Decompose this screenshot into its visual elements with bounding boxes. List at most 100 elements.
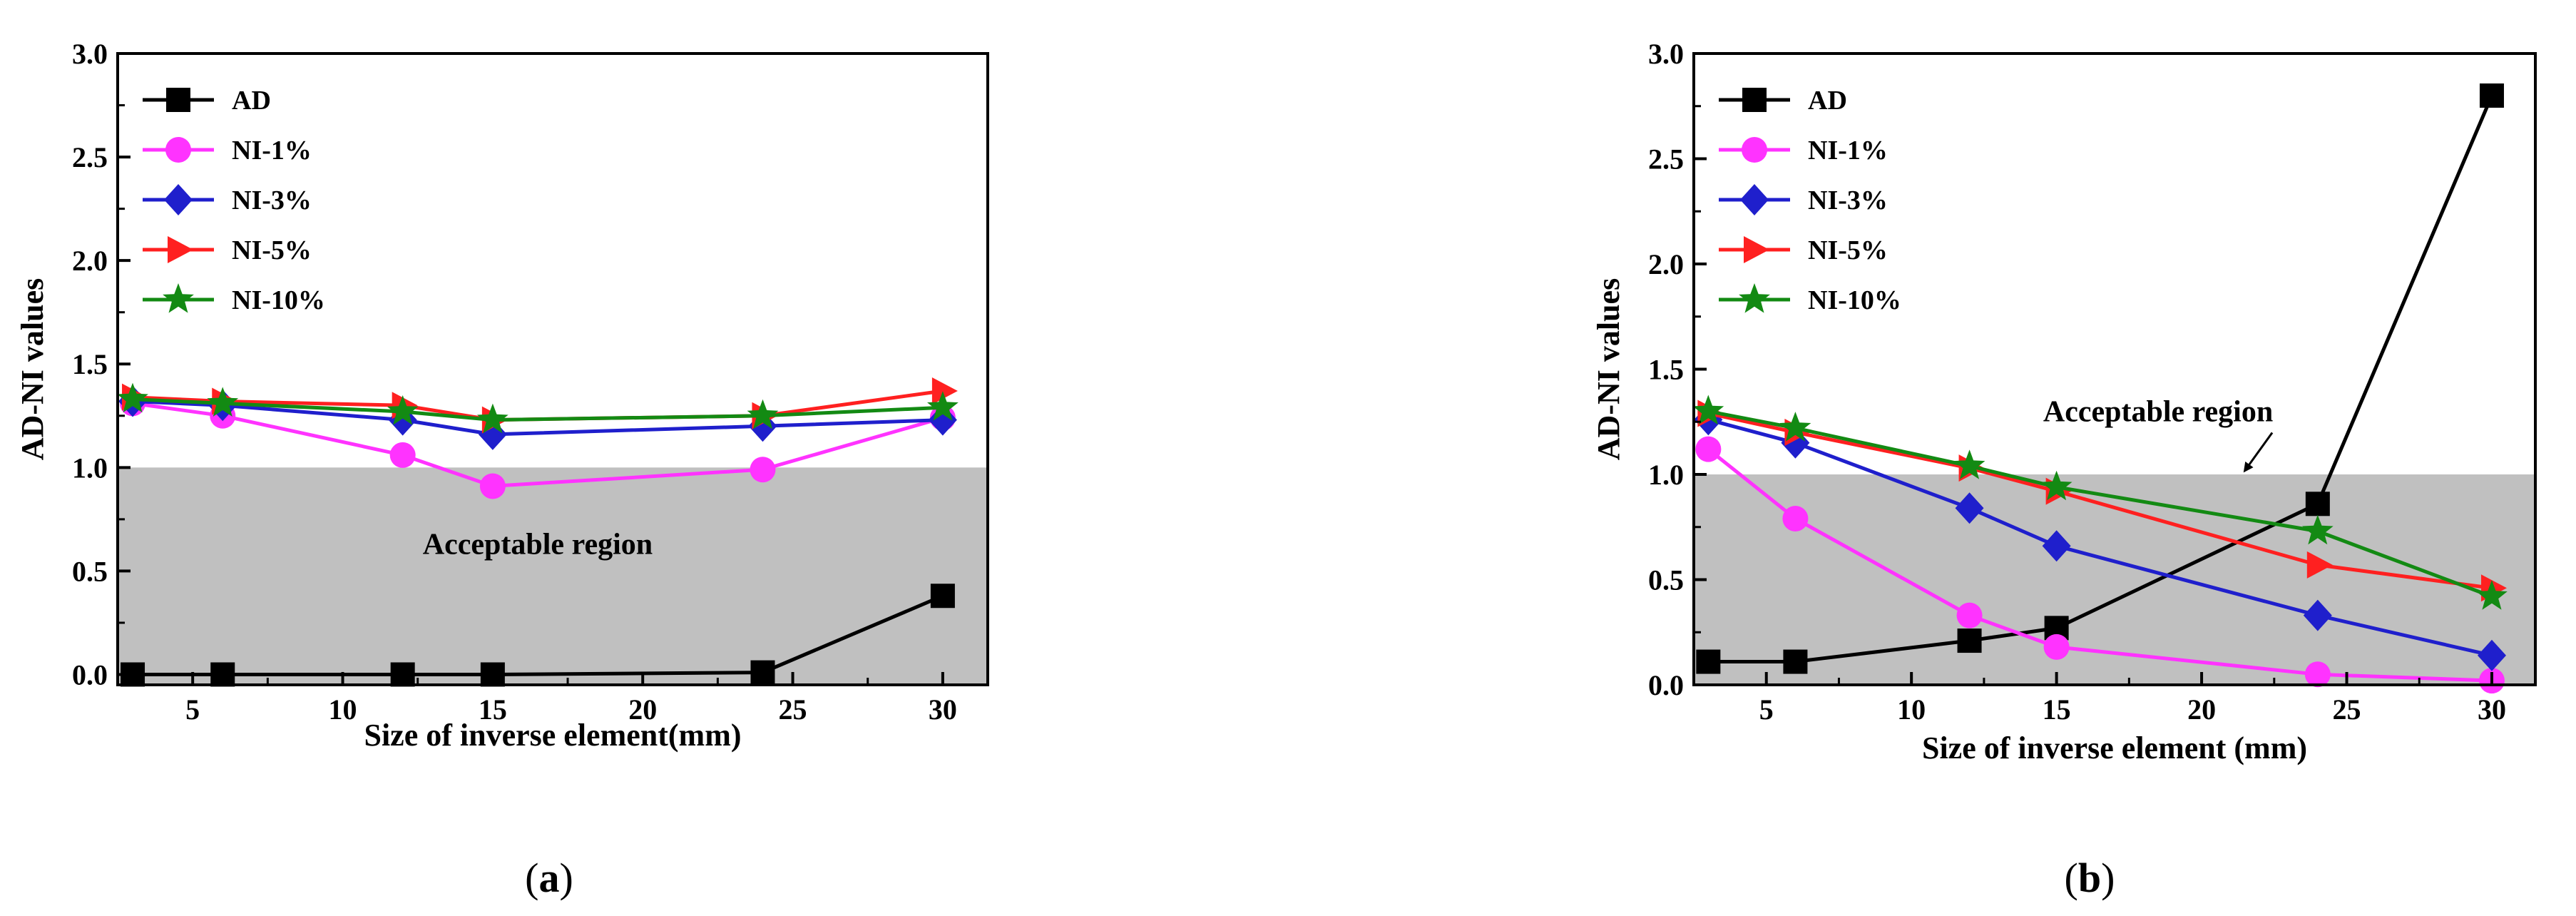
x-axis-label: Size of inverse element (mm) — [1922, 731, 2307, 765]
y-tick-label: 2.5 — [1648, 143, 1684, 175]
legend-marker — [163, 283, 194, 313]
y-tick-label: 0.0 — [1648, 669, 1684, 701]
series-line — [133, 594, 944, 676]
series-NI-10pct — [117, 382, 959, 434]
data-point — [1692, 395, 1724, 425]
x-tick-label: 30 — [2478, 693, 2506, 726]
y-tick-label: 1.0 — [72, 452, 108, 484]
x-tick-label: 15 — [479, 693, 507, 726]
legend-marker — [1742, 137, 1767, 163]
legend-marker — [1739, 283, 1770, 313]
series-NI-10pct — [1692, 395, 2508, 610]
y-axis-label: AD-NI values — [15, 278, 50, 460]
data-point — [387, 395, 419, 425]
series-line — [132, 397, 944, 422]
data-point — [927, 391, 959, 421]
legend-entry: NI-3% — [232, 185, 312, 215]
y-axis-label: AD-NI values — [1591, 278, 1626, 460]
data-point — [2043, 633, 2070, 660]
y-tick-label: 3.0 — [72, 38, 108, 70]
series-line — [132, 401, 944, 488]
data-point — [389, 442, 416, 468]
series-line — [1707, 412, 2493, 590]
panel-paren-open: ( — [525, 855, 538, 901]
x-tick-label: 20 — [2187, 693, 2216, 726]
legend-entry: NI-5% — [232, 235, 312, 265]
x-tick-label: 25 — [779, 693, 807, 726]
y-tick-label: 3.0 — [1648, 38, 1684, 70]
panel-paren-close: ) — [2101, 855, 2115, 901]
x-tick-label: 10 — [329, 693, 357, 726]
chart-panel-b: 0.0 0.5 1.0 1.5 2.0 2.5 3.0 5 10 15 20 25 30 Size of … — [1591, 38, 2537, 901]
legend: AD NI-1% NI-3% NI-5% NI-10% — [143, 86, 325, 315]
legend-entry: NI-1% — [232, 136, 312, 166]
panel-letter: a — [539, 855, 560, 901]
data-point — [750, 457, 776, 483]
legend-entry: NI-10% — [232, 285, 325, 315]
data-point — [479, 473, 506, 499]
series-line — [132, 400, 943, 437]
panel-paren-open: ( — [2065, 855, 2078, 901]
data-point — [2305, 492, 2330, 516]
data-point — [2302, 514, 2334, 545]
data-point — [1779, 412, 1811, 442]
y-tick-label: 2.5 — [72, 141, 108, 173]
chart-panel-a: 0.0 0.5 1.0 1.5 2.0 2.5 3.0 5 10 15 20 25 30 Size of … — [15, 38, 989, 901]
panel-label: (b) — [2065, 855, 2115, 901]
data-point — [2042, 530, 2071, 562]
acceptable-region-shade — [1694, 474, 2535, 685]
y-tick-label: 1.5 — [72, 348, 108, 380]
x-tick-label: 30 — [929, 693, 957, 726]
series-AD — [121, 584, 955, 687]
y-tick-label: 0.5 — [72, 555, 108, 587]
data-point — [207, 387, 239, 417]
series-line — [1708, 95, 2494, 663]
legend-entry: AD — [232, 86, 271, 116]
x-tick-label: 5 — [185, 693, 200, 726]
data-point — [1696, 649, 1721, 674]
x-axis-label: Size of inverse element(mm) — [364, 718, 741, 753]
x-tick-label: 10 — [1897, 693, 1926, 726]
data-point — [930, 584, 955, 609]
panel-letter: b — [2078, 855, 2101, 901]
annotation-acceptable-region: Acceptable region — [2043, 396, 2273, 429]
data-point — [2477, 639, 2506, 671]
panel-paren-close: ) — [560, 855, 573, 901]
data-point — [2306, 551, 2333, 579]
legend-entry: NI-5% — [1808, 235, 1888, 265]
x-tick-label: 25 — [2333, 693, 2361, 726]
data-point — [1783, 649, 1808, 674]
series-AD — [1696, 83, 2504, 674]
annotation-arrow — [2243, 432, 2274, 473]
legend-marker — [165, 137, 191, 163]
data-point — [1782, 505, 1809, 531]
data-point — [1955, 492, 1984, 524]
y-tick-label: 0.0 — [72, 658, 108, 691]
data-point — [2303, 599, 2332, 631]
x-tick-label: 5 — [1759, 693, 1774, 726]
y-tick-label: 2.0 — [72, 245, 108, 277]
series-line — [1707, 417, 2493, 658]
data-point — [1695, 436, 1722, 462]
data-point — [117, 382, 148, 413]
annotation-acceptable-region: Acceptable region — [423, 529, 653, 561]
x-tick-label: 15 — [2043, 693, 2071, 726]
data-point — [747, 399, 779, 429]
legend-marker — [1740, 184, 1769, 215]
data-point — [750, 660, 775, 685]
legend-entry: NI-1% — [1808, 136, 1888, 166]
series-line — [132, 389, 944, 422]
data-point — [1953, 449, 1985, 479]
x-tick-label: 20 — [628, 693, 657, 726]
y-tick-label: 0.5 — [1648, 564, 1684, 596]
legend-marker — [1742, 88, 1767, 112]
data-point — [477, 403, 508, 434]
data-point — [210, 662, 235, 687]
legend-marker — [164, 184, 193, 215]
acceptable-region-shade — [118, 467, 988, 685]
series-group — [117, 377, 959, 687]
panel-label: (a) — [525, 855, 573, 901]
series-group — [1692, 83, 2508, 694]
legend-entry: AD — [1808, 86, 1847, 116]
